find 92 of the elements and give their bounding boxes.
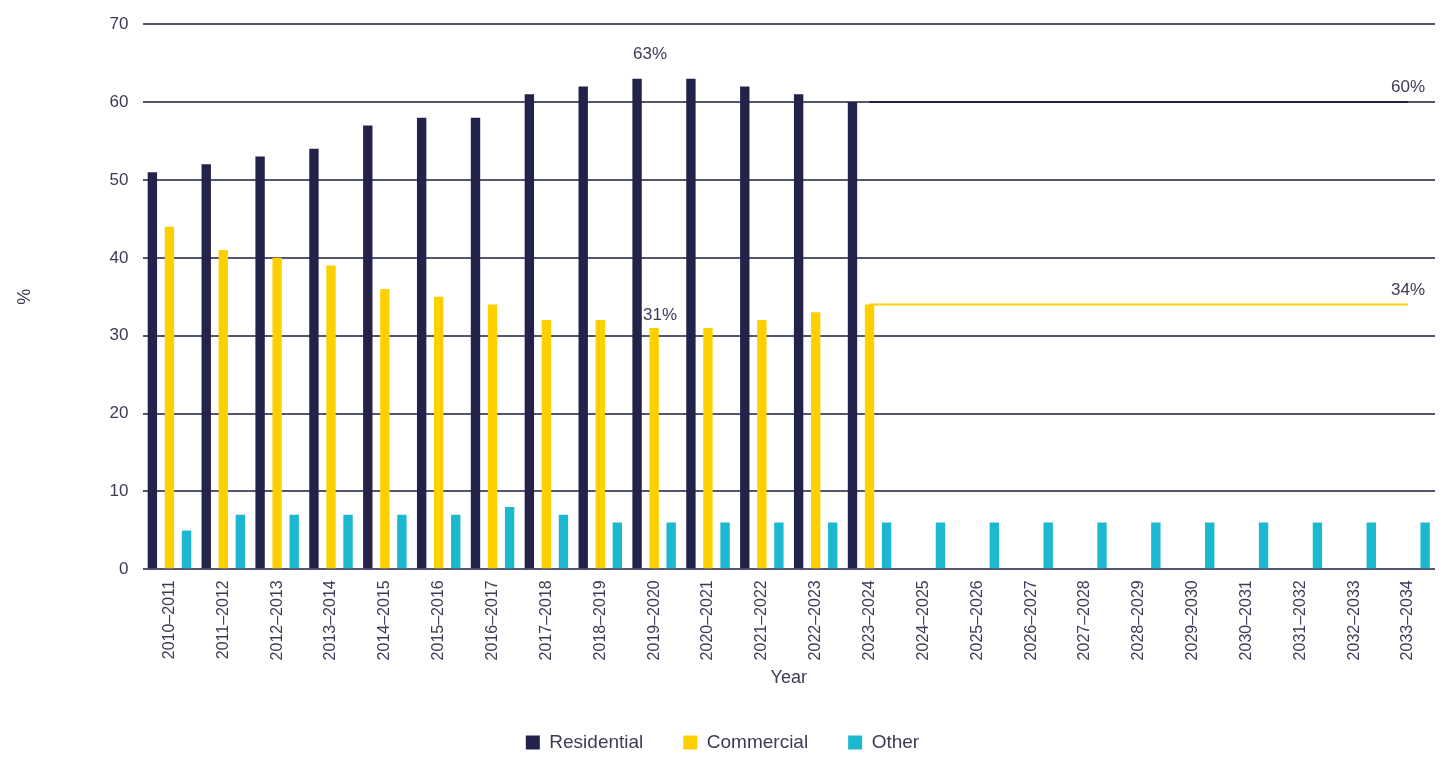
bar bbox=[380, 288, 390, 569]
x-tick-label: 2032–2033 bbox=[1344, 580, 1362, 661]
bar bbox=[612, 522, 623, 569]
y-tick-label: 40 bbox=[109, 247, 129, 267]
x-tick-label: 2011–2012 bbox=[213, 580, 231, 660]
legend-label: Commercial bbox=[706, 730, 809, 752]
bar bbox=[649, 327, 659, 569]
x-tick-label: 2027–2028 bbox=[1075, 580, 1093, 661]
bar bbox=[847, 102, 858, 569]
annotation: 63% bbox=[633, 43, 668, 63]
x-tick-label: 2016–2017 bbox=[482, 580, 500, 661]
bar bbox=[1420, 522, 1430, 569]
bar bbox=[218, 250, 228, 569]
x-tick-label: 2024–2025 bbox=[913, 580, 931, 661]
bar bbox=[578, 86, 588, 569]
y-tick-label: 20 bbox=[109, 403, 129, 423]
bar bbox=[201, 164, 211, 569]
x-tick-label: 2031–2032 bbox=[1290, 580, 1308, 661]
annotation: 60% bbox=[1391, 77, 1426, 97]
annotation: 31% bbox=[643, 305, 678, 325]
x-tick-label: 2019–2020 bbox=[644, 580, 662, 661]
y-tick-label: 10 bbox=[109, 481, 129, 501]
bar bbox=[397, 514, 407, 569]
bar bbox=[1043, 522, 1053, 569]
bar bbox=[774, 522, 784, 569]
bar bbox=[1097, 522, 1107, 569]
x-tick-label: 2028–2029 bbox=[1129, 580, 1147, 661]
x-tick-label: 2022–2023 bbox=[806, 580, 824, 661]
y-tick-label: 60 bbox=[109, 91, 129, 111]
x-tick-label: 2014–2015 bbox=[375, 580, 393, 661]
bar bbox=[147, 172, 158, 569]
x-tick-label: 2015–2016 bbox=[429, 580, 447, 661]
bar bbox=[558, 514, 569, 569]
bar bbox=[666, 522, 676, 569]
bar bbox=[289, 514, 299, 569]
bar bbox=[595, 320, 605, 569]
bar bbox=[451, 514, 461, 569]
bar bbox=[720, 522, 730, 569]
x-tick-label: 2025–2026 bbox=[967, 580, 985, 661]
y-tick-label: 70 bbox=[109, 13, 129, 33]
y-axis-title: % bbox=[13, 288, 34, 305]
bar bbox=[524, 94, 535, 569]
x-tick-label: 2013–2014 bbox=[321, 580, 339, 661]
x-tick-label: 2018–2019 bbox=[590, 580, 608, 661]
bar bbox=[235, 514, 246, 569]
bar bbox=[1366, 522, 1376, 569]
y-tick-label: 0 bbox=[119, 559, 129, 578]
x-tick-label: 2026–2027 bbox=[1021, 580, 1039, 661]
bar bbox=[1151, 522, 1161, 569]
bar bbox=[272, 257, 282, 569]
bar bbox=[1258, 522, 1269, 569]
x-tick-label: 2023–2024 bbox=[859, 580, 877, 661]
bar bbox=[309, 148, 319, 569]
bar bbox=[935, 522, 946, 569]
bar bbox=[1205, 522, 1215, 569]
x-tick-label: 2012–2013 bbox=[267, 580, 285, 661]
y-tick-label: 50 bbox=[109, 169, 129, 189]
bar bbox=[1312, 522, 1323, 569]
bar bbox=[810, 312, 821, 569]
bar bbox=[740, 86, 750, 569]
bar bbox=[363, 125, 373, 569]
x-tick-label: 2033–2034 bbox=[1398, 580, 1416, 661]
bar bbox=[326, 265, 336, 569]
legend-label: Residential bbox=[549, 730, 644, 752]
x-tick-label: 2010–2011 bbox=[159, 580, 177, 660]
bar bbox=[828, 522, 838, 569]
bar bbox=[793, 94, 804, 569]
annotation: 34% bbox=[1391, 279, 1426, 299]
bar bbox=[416, 117, 427, 569]
bar bbox=[470, 117, 481, 569]
bar bbox=[541, 320, 552, 569]
x-tick-label: 2029–2030 bbox=[1183, 580, 1201, 661]
bar bbox=[632, 78, 642, 569]
bar bbox=[181, 530, 192, 569]
x-tick-label: 2021–2022 bbox=[752, 580, 770, 661]
bar bbox=[757, 320, 767, 569]
x-axis-title: Year bbox=[770, 667, 807, 688]
x-tick-label: 2020–2021 bbox=[698, 580, 716, 661]
bar bbox=[881, 522, 892, 569]
bar bbox=[703, 327, 713, 569]
bar bbox=[504, 507, 515, 569]
bar bbox=[434, 296, 444, 569]
bar bbox=[164, 226, 175, 569]
bar bbox=[989, 522, 999, 569]
legend-label: Other bbox=[871, 730, 920, 752]
y-tick-label: 30 bbox=[109, 325, 129, 345]
bar bbox=[343, 514, 353, 569]
bar bbox=[686, 78, 696, 569]
bar bbox=[487, 304, 498, 569]
x-tick-label: 2017–2018 bbox=[536, 580, 554, 661]
x-tick-label: 2030–2031 bbox=[1236, 580, 1254, 661]
bar bbox=[255, 156, 265, 569]
